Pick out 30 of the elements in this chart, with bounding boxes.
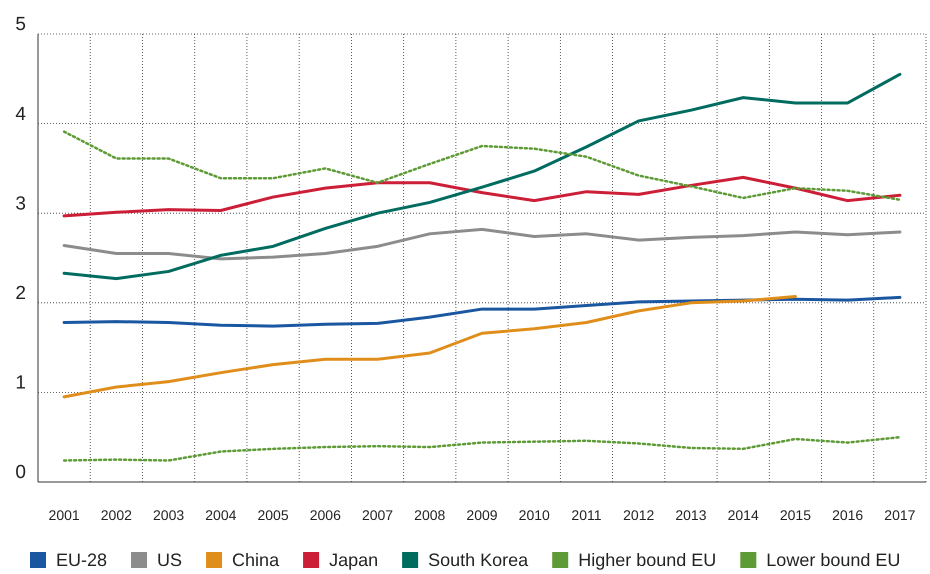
y-tick-label: 0 xyxy=(15,462,26,484)
legend-label: Japan xyxy=(329,550,378,570)
x-tick-label: 2015 xyxy=(780,506,812,523)
y-tick-label: 5 xyxy=(15,14,26,36)
x-tick-label: 2017 xyxy=(884,506,916,523)
x-tick-label: 2011 xyxy=(571,506,602,523)
x-tick-label: 2005 xyxy=(257,506,289,523)
x-tick-label: 2008 xyxy=(414,506,446,523)
y-tick-label: 4 xyxy=(15,104,26,125)
legend-label: US xyxy=(157,550,182,570)
x-tick-label: 2013 xyxy=(675,506,707,523)
x-tick-label: 2007 xyxy=(362,506,394,523)
x-tick-label: 2014 xyxy=(728,506,759,523)
legend-label: China xyxy=(232,550,280,570)
x-tick-label: 2009 xyxy=(466,506,498,523)
legend-label: South Korea xyxy=(428,550,530,570)
legend-label: EU-28 xyxy=(56,550,108,570)
x-tick-label: 2010 xyxy=(518,506,550,523)
x-tick-label: 2006 xyxy=(310,506,342,523)
legend-label: Lower bound EU xyxy=(766,550,900,570)
x-tick-label: 2001 xyxy=(48,506,80,523)
x-tick-label: 2003 xyxy=(153,506,184,523)
y-tick-label: 1 xyxy=(15,372,26,394)
legend-label: Higher bound EU xyxy=(578,550,716,570)
x-tick-label: 2012 xyxy=(623,506,654,523)
x-tick-label: 2002 xyxy=(100,506,132,523)
x-tick-label: 2004 xyxy=(205,506,237,523)
y-tick-label: 2 xyxy=(15,283,26,304)
y-tick-label: 3 xyxy=(15,193,26,214)
x-tick-label: 2016 xyxy=(832,506,864,523)
